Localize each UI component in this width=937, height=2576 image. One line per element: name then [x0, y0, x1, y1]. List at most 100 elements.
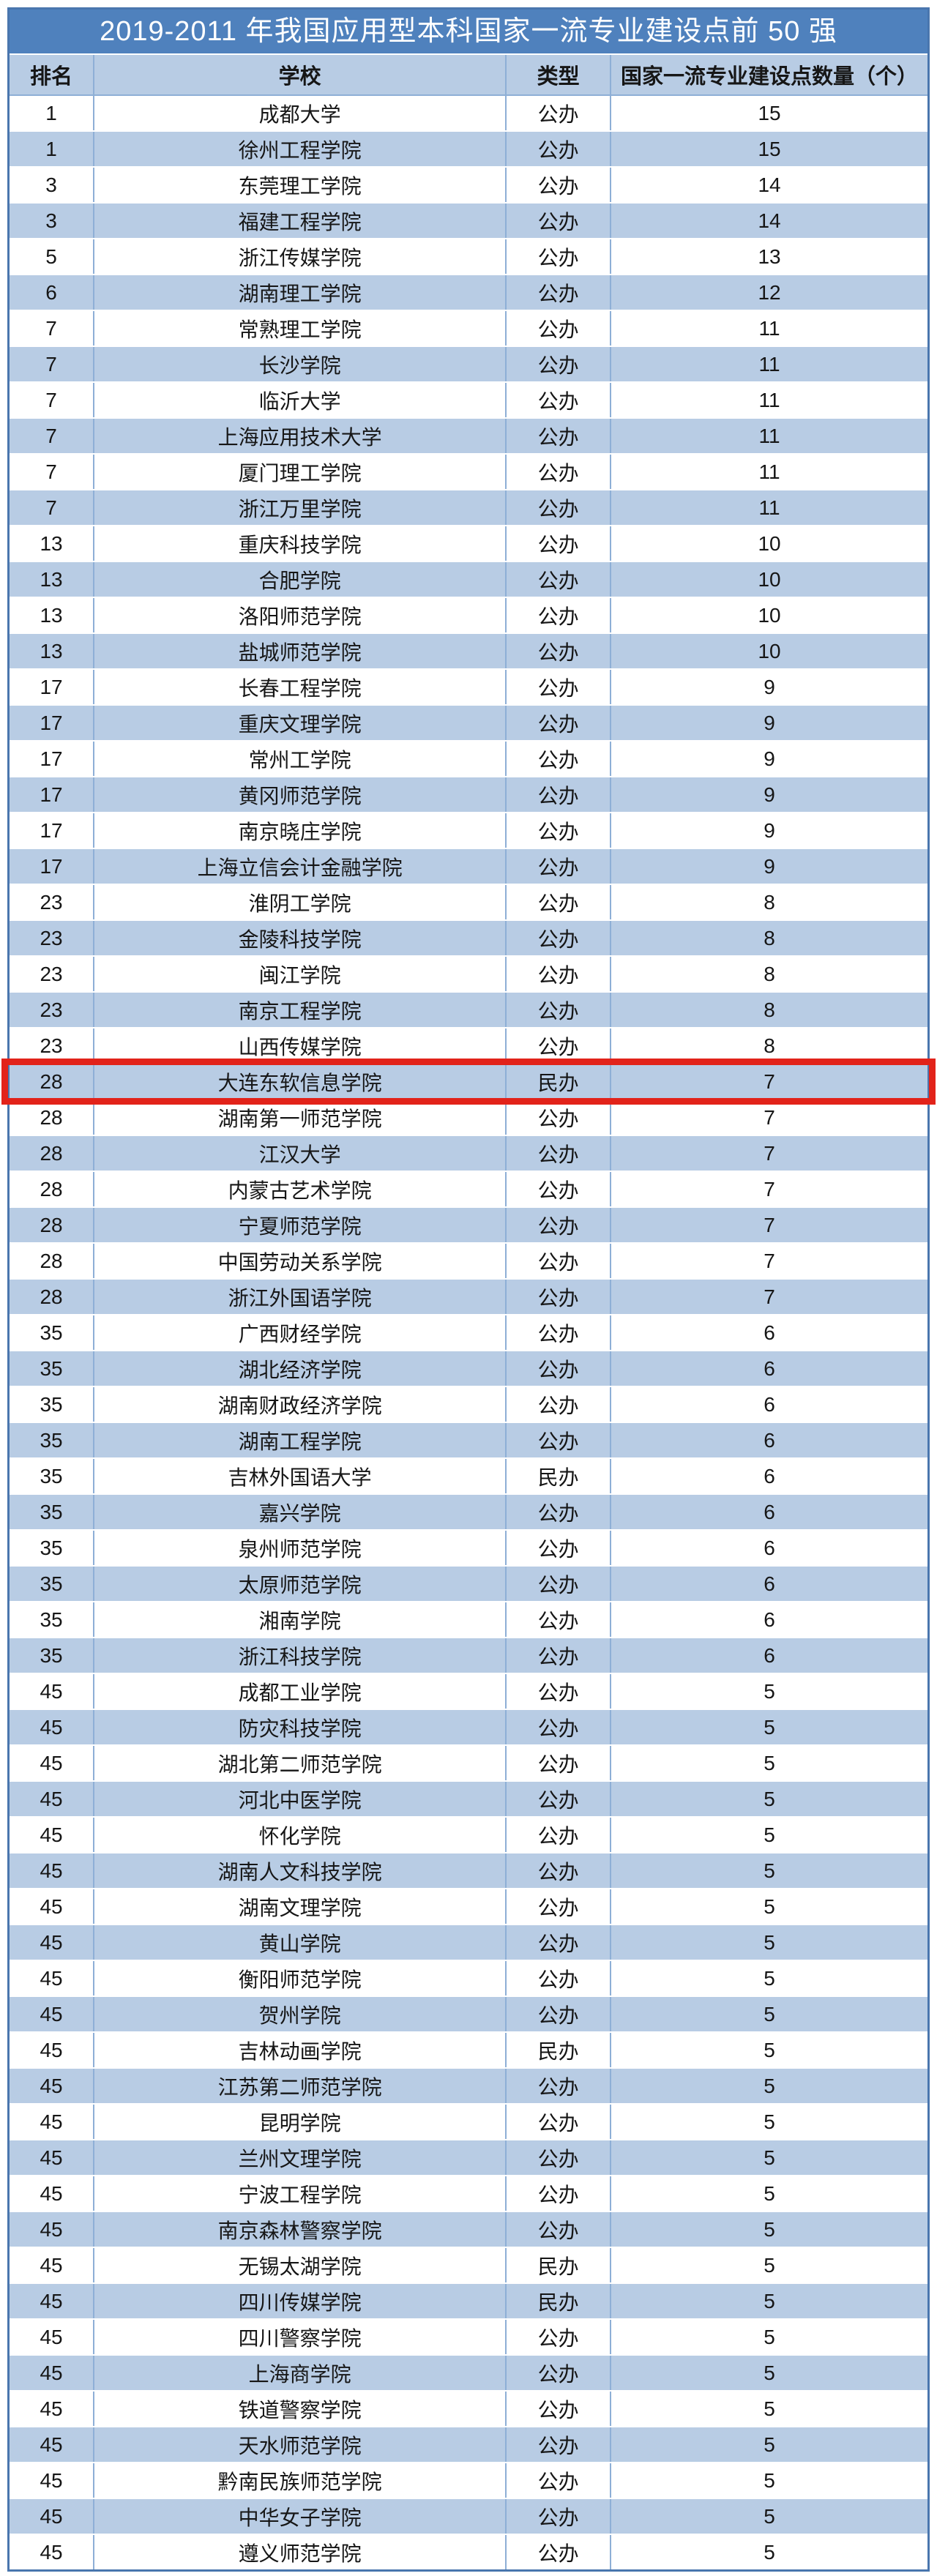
table-row: 35 湘南学院 公办 6: [10, 1601, 927, 1637]
rank-cell: 35: [40, 1428, 63, 1452]
count-cell: 5: [610, 2248, 927, 2282]
rank-cell: 5: [45, 244, 57, 268]
rank-cell: 45: [40, 2181, 63, 2205]
count-cell: 6: [610, 1495, 927, 1529]
school-cell: 临沂大学: [93, 383, 505, 417]
table-row: 45 怀化学院 公办 5: [10, 1816, 927, 1852]
rank-cell: 45: [40, 1715, 63, 1739]
rank-cell: 45: [40, 2002, 63, 2026]
table-row: 35 嘉兴学院 公办 6: [10, 1493, 927, 1529]
rank-cell: 45: [40, 1930, 63, 1954]
table-row: 7 常熟理工学院 公办 11: [10, 310, 927, 346]
type-cell: 公办: [505, 885, 610, 919]
header-school: 学校: [93, 55, 505, 94]
type-cell: 公办: [505, 2320, 610, 2354]
table-row: 35 湖北经济学院 公办 6: [10, 1350, 927, 1386]
school-cell: 湖南财政经济学院: [93, 1387, 505, 1422]
table-row: 45 四川警察学院 公办 5: [10, 2318, 927, 2354]
count-cell: 15: [610, 132, 927, 166]
table-row: 35 泉州师范学院 公办 6: [10, 1529, 927, 1565]
rank-cell: 45: [40, 1859, 63, 1882]
type-cell: 公办: [505, 2140, 610, 2175]
table-row: 13 合肥学院 公办 10: [10, 561, 927, 597]
table-row: 45 天水师范学院 公办 5: [10, 2426, 927, 2462]
school-cell: 嘉兴学院: [93, 1495, 505, 1529]
school-cell: 衡阳师范学院: [93, 1961, 505, 1996]
rank-cell: 23: [40, 1034, 63, 1057]
table-row: 45 无锡太湖学院 民办 5: [10, 2247, 927, 2282]
school-cell: 中华女子学院: [93, 2499, 505, 2534]
rank-cell: 35: [40, 1464, 63, 1487]
rank-cell: 7: [45, 424, 57, 447]
type-cell: 民办: [505, 2033, 610, 2067]
count-cell: 5: [610, 1925, 927, 1960]
table-row: 45 湖南人文科技学院 公办 5: [10, 1852, 927, 1888]
type-cell: 公办: [505, 2463, 610, 2498]
table-row: 17 常州工学院 公办 9: [10, 740, 927, 776]
type-cell: 公办: [505, 1315, 610, 1350]
count-cell: 6: [610, 1423, 927, 1457]
type-cell: 公办: [505, 2105, 610, 2139]
count-cell: 11: [610, 455, 927, 489]
school-cell: 浙江传媒学院: [93, 239, 505, 274]
school-cell: 合肥学院: [93, 562, 505, 597]
school-cell: 江苏第二师范学院: [93, 2069, 505, 2103]
school-cell: 湖北经济学院: [93, 1351, 505, 1386]
count-cell: 5: [610, 2284, 927, 2318]
school-cell: 大连东软信息学院: [93, 1064, 505, 1099]
type-cell: 公办: [505, 2356, 610, 2390]
table-row: 45 宁波工程学院 公办 5: [10, 2175, 927, 2211]
rank-cell: 23: [40, 890, 63, 914]
count-cell: 9: [610, 813, 927, 848]
count-cell: 12: [610, 275, 927, 310]
school-cell: 湖南人文科技学院: [93, 1853, 505, 1888]
school-cell: 东莞理工学院: [93, 168, 505, 202]
type-cell: 公办: [505, 1100, 610, 1135]
count-cell: 14: [610, 204, 927, 238]
table-row: 45 昆明学院 公办 5: [10, 2103, 927, 2139]
type-cell: 公办: [505, 132, 610, 166]
count-cell: 11: [610, 419, 927, 453]
count-cell: 9: [610, 777, 927, 812]
count-cell: 11: [610, 311, 927, 346]
table-row: 28 宁夏师范学院 公办 7: [10, 1206, 927, 1242]
school-cell: 泉州师范学院: [93, 1531, 505, 1565]
rank-cell: 7: [45, 460, 57, 483]
table-row: 35 湖南工程学院 公办 6: [10, 1422, 927, 1457]
count-cell: 14: [610, 168, 927, 202]
count-cell: 5: [610, 2392, 927, 2426]
type-cell: 公办: [505, 347, 610, 381]
table-row: 45 湖南文理学院 公办 5: [10, 1888, 927, 1924]
school-cell: 福建工程学院: [93, 204, 505, 238]
table-row: 23 南京工程学院 公办 8: [10, 991, 927, 1027]
rank-cell: 28: [40, 1213, 63, 1236]
rank-cell: 45: [40, 1751, 63, 1774]
school-cell: 重庆文理学院: [93, 706, 505, 740]
type-cell: 公办: [505, 1782, 610, 1816]
table-row: 17 上海立信会计金融学院 公办 9: [10, 848, 927, 884]
count-cell: 7: [610, 1172, 927, 1206]
school-cell: 广西财经学院: [93, 1315, 505, 1350]
count-cell: 5: [610, 2176, 927, 2211]
count-cell: 7: [610, 1064, 927, 1099]
table-row: 28 湖南第一师范学院 公办 7: [10, 1099, 927, 1135]
type-cell: 公办: [505, 1244, 610, 1278]
school-cell: 湖南第一师范学院: [93, 1100, 505, 1135]
table-row: 28 中国劳动关系学院 公办 7: [10, 1242, 927, 1278]
rank-cell: 1: [45, 101, 57, 124]
school-cell: 上海立信会计金融学院: [93, 849, 505, 884]
school-cell: 南京晓庄学院: [93, 813, 505, 848]
type-cell: 公办: [505, 490, 610, 525]
count-cell: 6: [610, 1315, 927, 1350]
rank-cell: 1: [45, 137, 57, 160]
rank-cell: 45: [40, 2217, 63, 2241]
rank-cell: 45: [40, 2146, 63, 2169]
school-cell: 河北中医学院: [93, 1782, 505, 1816]
table-row: 35 湖南财政经济学院 公办 6: [10, 1386, 927, 1422]
type-cell: 公办: [505, 239, 610, 274]
school-cell: 太原师范学院: [93, 1567, 505, 1601]
table-row: 45 江苏第二师范学院 公办 5: [10, 2067, 927, 2103]
count-cell: 5: [610, 1710, 927, 1744]
count-cell: 11: [610, 490, 927, 525]
